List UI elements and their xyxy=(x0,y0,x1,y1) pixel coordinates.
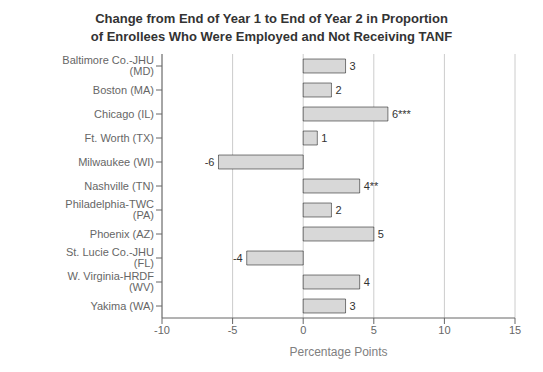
svg-text:Phoenix (AZ): Phoenix (AZ) xyxy=(90,228,154,240)
svg-text:Philadelphia-TWC(PA): Philadelphia-TWC(PA) xyxy=(65,198,154,221)
svg-text:Boston (MA): Boston (MA) xyxy=(93,84,154,96)
svg-text:Chicago (IL): Chicago (IL) xyxy=(94,108,154,120)
html-text:Change from End of Year 1 to E: Change from End of Year 1 to End of Year… xyxy=(95,11,448,26)
svg-text:0: 0 xyxy=(300,324,306,336)
svg-text:-10: -10 xyxy=(154,324,170,336)
svg-text:Nashville (TN): Nashville (TN) xyxy=(84,180,154,192)
html-text:of Enrollees Who Were Employed: of Enrollees Who Were Employed and Not R… xyxy=(90,29,453,44)
svg-text:Baltimore Co.-JHU(MD): Baltimore Co.-JHU(MD) xyxy=(62,54,154,77)
svg-text:5: 5 xyxy=(378,228,384,240)
svg-text:3: 3 xyxy=(350,300,356,312)
svg-text:5: 5 xyxy=(371,324,377,336)
svg-text:-4: -4 xyxy=(233,252,243,264)
svg-text:-6: -6 xyxy=(205,156,215,168)
svg-text:4: 4 xyxy=(364,276,370,288)
svg-text:10: 10 xyxy=(438,324,450,336)
svg-text:6***: 6*** xyxy=(392,108,412,120)
svg-text:Yakima (WA): Yakima (WA) xyxy=(90,300,154,312)
svg-text:St. Lucie Co.-JHU(FL): St. Lucie Co.-JHU(FL) xyxy=(66,246,154,269)
svg-text:Percentage Points: Percentage Points xyxy=(289,345,387,359)
svg-text:4**: 4** xyxy=(364,180,379,192)
svg-text:3: 3 xyxy=(350,60,356,72)
svg-text:Ft. Worth (TX): Ft. Worth (TX) xyxy=(85,132,154,144)
svg-text:2: 2 xyxy=(335,204,341,216)
svg-text:-5: -5 xyxy=(228,324,238,336)
svg-text:Milwaukee (WI): Milwaukee (WI) xyxy=(78,156,154,168)
svg-text:1: 1 xyxy=(321,132,327,144)
svg-text:2: 2 xyxy=(335,84,341,96)
svg-text:W. Virginia-HRDF(WV): W. Virginia-HRDF(WV) xyxy=(67,270,154,293)
svg-text:15: 15 xyxy=(509,324,521,336)
